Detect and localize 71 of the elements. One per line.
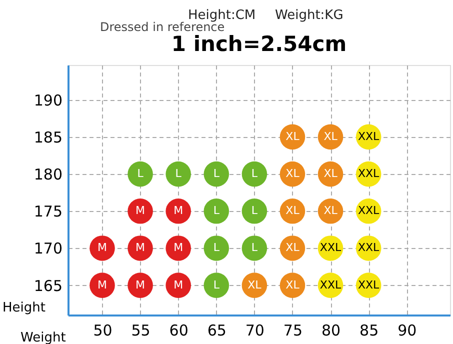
text: L (175, 167, 182, 180)
point (242, 198, 268, 224)
text: XL (324, 167, 338, 180)
text: M (174, 241, 184, 254)
point (90, 272, 115, 298)
text: XL (286, 241, 300, 254)
text: M (174, 278, 184, 292)
point (242, 161, 268, 187)
x-tick-label: 90 (398, 322, 417, 340)
text: XXL (320, 278, 342, 292)
x-tick-label: 50 (93, 322, 112, 340)
text: L (251, 241, 258, 254)
text: XL (286, 167, 300, 180)
x-tick-label: 70 (245, 322, 264, 340)
text: XL (286, 204, 300, 218)
series-label: XL (286, 278, 300, 292)
text: M (97, 278, 107, 292)
point (128, 272, 153, 298)
y-tick-label: 185 (34, 128, 62, 146)
point (166, 236, 191, 261)
text: XL (286, 130, 300, 143)
text: XXL (358, 130, 380, 143)
text: Height:CM (188, 8, 256, 23)
text: XXL (358, 204, 380, 218)
text: M (174, 204, 184, 218)
y-axis-title: Height (2, 300, 46, 316)
x-tick-label: 75 (283, 322, 303, 340)
chart-title: 1 inch=2.54cm (171, 32, 347, 56)
point (128, 236, 153, 261)
y-tick-label: 165 (34, 276, 62, 295)
text: L (213, 278, 220, 292)
point (242, 236, 268, 261)
text: XXL (358, 241, 380, 254)
series-label: L (251, 204, 258, 218)
point (166, 198, 191, 224)
x-tick-label: 55 (131, 322, 150, 340)
series-label: M (136, 278, 146, 292)
y-tick-label: 170 (34, 240, 62, 258)
point (204, 272, 230, 298)
x-tick-label: 60 (169, 322, 188, 340)
text: L (213, 167, 220, 180)
text: XL (324, 204, 338, 218)
x-tick-label: 80 (321, 322, 341, 340)
text: L (137, 167, 144, 180)
text: M (136, 204, 146, 218)
point (128, 198, 153, 224)
text: L (213, 204, 220, 218)
text: XL (324, 130, 338, 143)
text: L (251, 167, 258, 180)
x-axis-title: Weight (20, 330, 66, 344)
text: L (213, 241, 220, 254)
point (90, 236, 115, 261)
point (166, 272, 191, 298)
point (204, 161, 230, 187)
point (166, 161, 191, 187)
text: M (136, 241, 146, 254)
series-label: XXL (320, 241, 342, 254)
x-tick-label: 65 (207, 322, 226, 340)
point (204, 198, 230, 224)
text: XXL (358, 167, 380, 180)
y-tick-label: 190 (34, 91, 62, 110)
point (128, 161, 153, 187)
text: XXL (358, 278, 380, 292)
x-tick-label: 85 (360, 322, 379, 340)
text: M (97, 241, 107, 254)
y-tick-label: 175 (34, 202, 62, 221)
text: XL (248, 278, 262, 292)
point (204, 236, 230, 261)
text: Weight:KG (275, 8, 344, 23)
text: Dressed in reference (100, 20, 225, 34)
y-tick-label: 180 (34, 166, 62, 184)
